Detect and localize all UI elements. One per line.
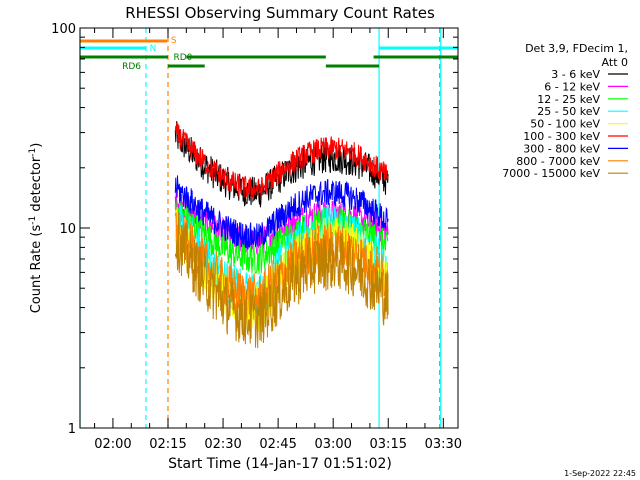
y-axis-label: Count Rate (s-1 detector-1) xyxy=(28,143,44,314)
legend-entry: 800 - 7000 keV xyxy=(516,155,600,168)
legend-entry: 300 - 800 keV xyxy=(523,142,600,155)
y-tick-label: 100 xyxy=(51,22,76,37)
x-axis-ticks: 02:00 02:15 02:30 02:45 03:00 03:15 03:30 xyxy=(94,28,462,452)
footer-date: 1-Sep-2022 22:45 xyxy=(564,469,636,478)
series-line xyxy=(174,175,389,250)
legend-entry: 12 - 25 keV xyxy=(537,93,600,106)
x-axis-label: Start Time (14-Jan-17 01:51:02) xyxy=(168,456,392,472)
legend-entry: 100 - 300 keV xyxy=(523,130,600,143)
y-axis-label-unit: detector xyxy=(29,156,44,216)
x-tick-label: 02:30 xyxy=(204,437,241,452)
x-tick-label: 03:00 xyxy=(314,437,351,452)
x-tick-label: 03:30 xyxy=(425,437,462,452)
series-line xyxy=(174,122,389,201)
x-tick-label: 02:00 xyxy=(94,437,131,452)
legend-entry: 7000 - 15000 keV xyxy=(502,167,600,180)
legend-header: Det 3,9, FDecim 1, xyxy=(525,42,628,55)
orbit-flags: S N RD0 RD6 xyxy=(80,36,458,72)
x-tick-label: 03:15 xyxy=(370,437,407,452)
legend-entry: 50 - 100 keV xyxy=(530,118,600,131)
flag-label: RD6 xyxy=(122,62,141,72)
chart-title: RHESSI Observing Summary Count Rates xyxy=(125,4,435,22)
y-axis-label-close: ) xyxy=(29,143,44,148)
flag-label: N xyxy=(150,44,157,54)
y-tick-label: 1 xyxy=(68,422,76,437)
x-tick-label: 02:15 xyxy=(149,437,186,452)
y-axis-label-sup: -1 xyxy=(28,216,38,225)
flag-label: RD0 xyxy=(173,53,192,63)
legend-entry: 3 - 6 keV xyxy=(551,68,600,81)
legend-header: Att 0 xyxy=(602,56,628,69)
legend-entry: 25 - 50 keV xyxy=(537,105,600,118)
series-line xyxy=(174,212,389,349)
y-axis-label-main: Count Rate (s xyxy=(29,225,44,314)
y-tick-label: 10 xyxy=(59,222,76,237)
flag-label: S xyxy=(171,36,177,46)
series-layer xyxy=(174,121,389,349)
x-tick-label: 02:45 xyxy=(259,437,296,452)
legend-entry: 6 - 12 keV xyxy=(544,80,600,93)
y-axis-label-sup2: -1 xyxy=(28,148,38,157)
y-axis-ticks: 1 10 100 xyxy=(51,22,458,437)
